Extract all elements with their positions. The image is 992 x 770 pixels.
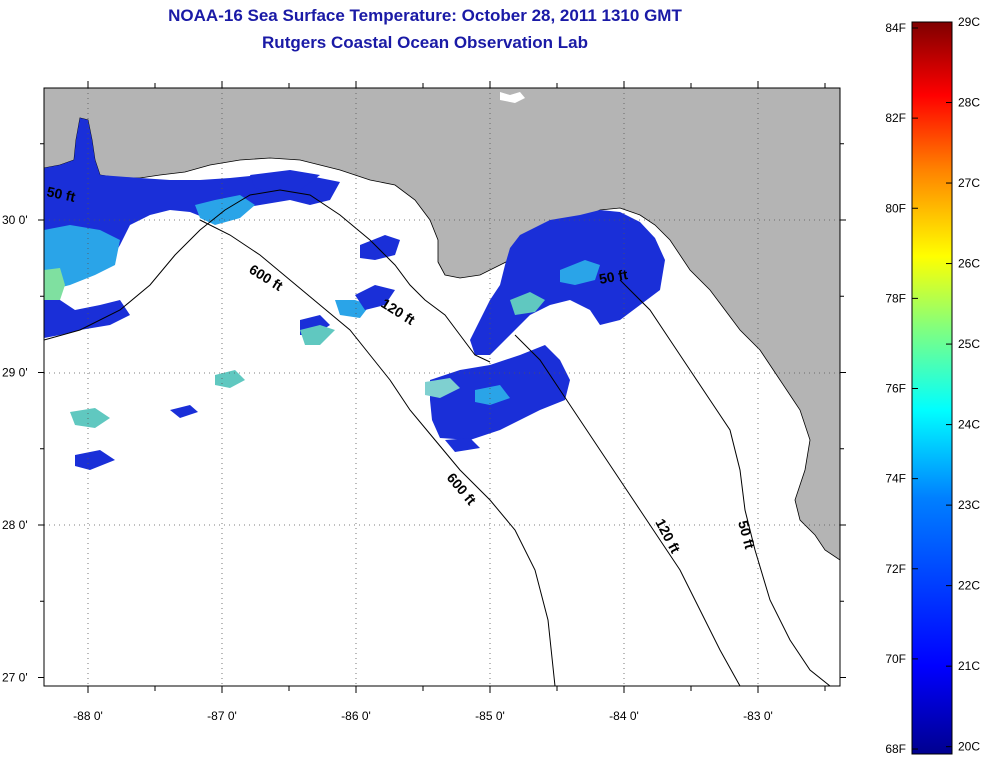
lat-tick-label: 30 0' [2,213,28,227]
lat-tick-label: 29 0' [2,366,28,380]
colorbar-fahrenheit-label: 80F [885,201,906,215]
colorbar-fahrenheit-label: 72F [885,562,906,576]
colorbar-celsius-label: 23C [958,498,980,512]
colorbar-fahrenheit-label: 82F [885,111,906,125]
colorbar-celsius-label: 29C [958,15,980,29]
lon-tick-label: -84 0' [609,709,639,723]
bathymetry-contours [44,189,831,686]
colorbar-celsius-label: 26C [958,257,980,271]
colorbar-celsius-label: 24C [958,418,980,432]
contour-label: 50 ft [735,519,758,551]
contour-label: 50 ft [45,183,77,205]
lon-tick-label: -85 0' [475,709,505,723]
colorbar-celsius-label: 25C [958,337,980,351]
colorbar-fahrenheit-label: 84F [885,21,906,35]
colorbar-fahrenheit-label: 68F [885,742,906,756]
colorbar-fahrenheit-label: 78F [885,291,906,305]
lon-tick-label: -86 0' [341,709,371,723]
map-content [44,88,840,686]
colorbar: 84F 82F 80F 78F 76F 74F 72F 70F 68F 29C 28C 27C 26C… [885,15,980,756]
sst-patches [44,118,665,470]
axes: 30 0' 29 0' 28 0' 27 0' -88 0' -87 0' -86 0' -8… [2,81,846,723]
colorbar-celsius-label: 21C [958,659,980,673]
contour-label: 50 ft [598,266,629,287]
lat-tick-label: 28 0' [2,518,28,532]
colorbar-fahrenheit-label: 70F [885,652,906,666]
colorbar-fahrenheit-label: 74F [885,472,906,486]
colorbar-celsius-label: 20C [958,740,980,754]
colorbar-fahrenheit-label: 76F [885,382,906,396]
lon-tick-label: -87 0' [207,709,237,723]
map-frame [43,87,841,687]
colorbar-celsius-label: 27C [958,176,980,190]
lat-tick-label: 27 0' [2,671,28,685]
lon-tick-label: -83 0' [743,709,773,723]
colorbar-celsius-label: 28C [958,96,980,110]
colorbar-gradient [911,21,953,755]
lon-tick-label: -88 0' [73,709,103,723]
chart-title: NOAA-16 Sea Surface Temperature: October… [168,6,682,25]
colorbar-celsius-label: 22C [958,579,980,593]
chart-subtitle: Rutgers Coastal Ocean Observation Lab [262,33,588,52]
